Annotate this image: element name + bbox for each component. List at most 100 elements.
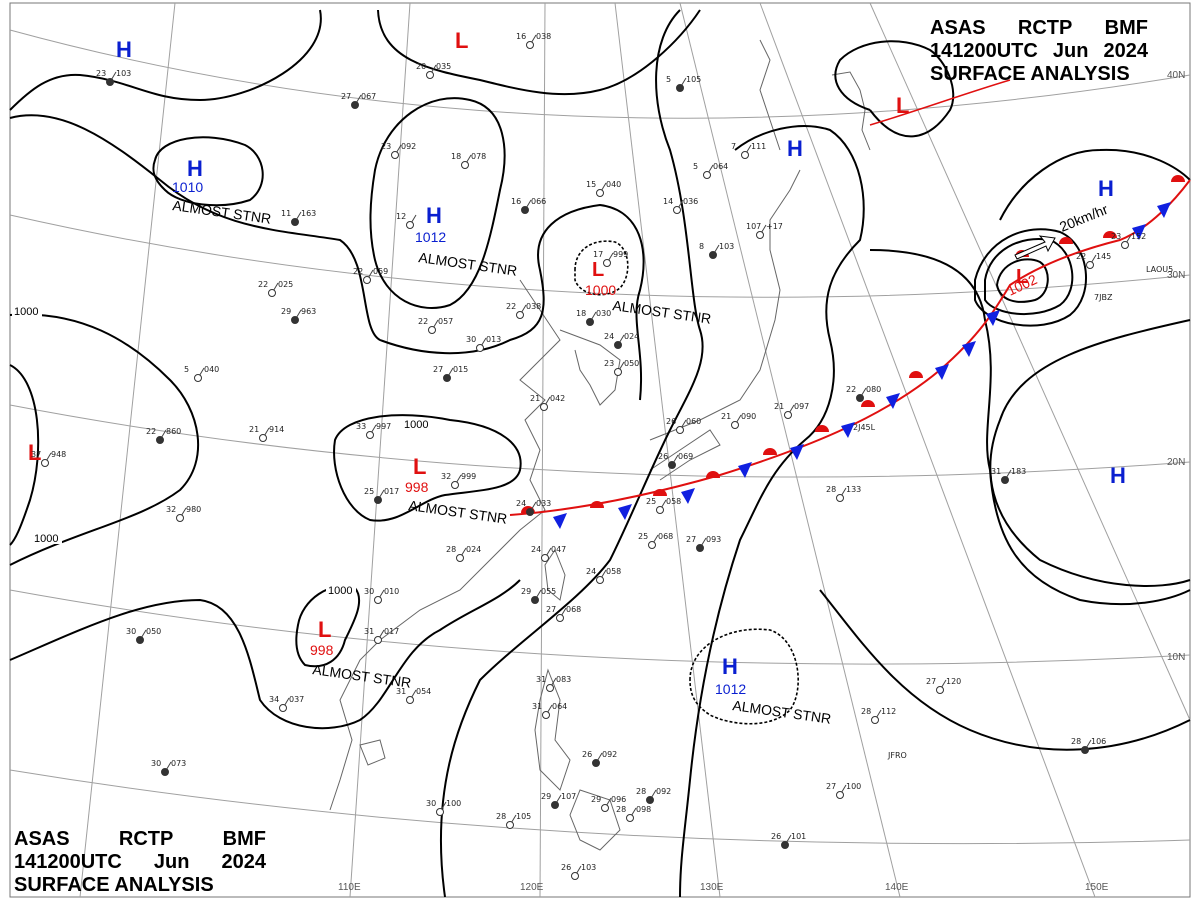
station-circle-icon (461, 161, 469, 169)
station-circle-icon (1001, 476, 1009, 484)
station-plot: 31 017 (364, 627, 399, 644)
station-plot: 29 055 (521, 587, 556, 604)
station-circle-icon (516, 311, 524, 319)
station-temperature: 22 (1076, 252, 1086, 261)
station-plot: 31 183 (991, 467, 1026, 484)
station-temperature: 28 (616, 805, 626, 814)
warm-front-semicircle (909, 371, 923, 378)
station-pressure: 073 (171, 759, 186, 768)
station-temperature: 37 (31, 450, 41, 459)
station-circle-icon (1086, 261, 1094, 269)
station-circle-icon (586, 318, 594, 326)
station-pressure: 069 (678, 452, 693, 461)
station-plot: 30 100 (426, 799, 461, 816)
station-plot: 31 054 (396, 687, 431, 704)
station-circle-icon (596, 189, 604, 197)
station-plot: 27 068 (546, 605, 581, 622)
station-pressure: 105 (686, 75, 701, 84)
low-center-998-central: L (413, 454, 426, 479)
station-temperature: 27 (686, 535, 696, 544)
warm-front-northeast (869, 79, 1011, 126)
station-circle-icon (176, 514, 184, 522)
isobar-label-central: 1000 (404, 419, 428, 431)
station-circle-icon (156, 436, 164, 444)
station-temperature: 24 (604, 332, 614, 341)
station-temperature: 31 (536, 675, 546, 684)
station-pressure: 999 (461, 472, 476, 481)
station-plot: 31 064 (532, 702, 567, 719)
lat-label-40n: 40N (1167, 70, 1185, 81)
station-temperature: 29 (591, 795, 601, 804)
warm-front-semicircle (590, 501, 604, 508)
isobar-1000-west (9, 313, 200, 566)
isobar-west-long (9, 114, 645, 401)
station-plot: 28 098 (616, 805, 651, 822)
cold-front-triangle (1157, 202, 1171, 218)
parallel-40n (9, 29, 1191, 119)
station-plot: 26 103 (561, 863, 596, 880)
station-pressure: 107 (561, 792, 576, 801)
station-temperature: 5 (184, 365, 189, 374)
station-plots: 23 103 20 035 16 038 27 067 23 092 18 078 11 163 22 059… (31, 32, 1146, 880)
low-center-1000-value: 1000 (585, 282, 616, 298)
warm-front-semicircle (815, 425, 829, 432)
station-pressure: 963 (301, 307, 316, 316)
station-plot: 28 024 (446, 545, 481, 562)
station-plot: 29 963 (281, 307, 316, 324)
station-plot: 5 064 (693, 162, 728, 179)
station-circle-icon (374, 496, 382, 504)
station-plot: 24 058 (586, 567, 621, 584)
station-plot: 11 163 (281, 209, 316, 226)
station-pressure: 098 (636, 805, 651, 814)
station-temperature: 22 (146, 427, 156, 436)
station-circle-icon (676, 426, 684, 434)
station-temperature: 29 (521, 587, 531, 596)
cold-front-triangle (886, 393, 900, 409)
isobar-label-bg-central (402, 418, 432, 430)
station-plot: 17 999 (593, 250, 628, 267)
station-pressure: 059 (373, 267, 388, 276)
isobar-l1002-ring2 (974, 228, 1087, 327)
high-center-1012-value: 1012 (415, 229, 446, 245)
cold-front-triangle (962, 341, 976, 357)
station-pressure: 103 (719, 242, 734, 251)
station-circle-icon (106, 78, 114, 86)
station-pressure: 183 (1011, 467, 1026, 476)
station-plot: 29 096 (591, 795, 626, 812)
station-circle-icon (731, 421, 739, 429)
warm-front-semicircle (1059, 237, 1073, 244)
lon-label-110e: 110E (338, 882, 361, 893)
coast-taiwan (544, 548, 566, 601)
station-circle-icon (406, 221, 414, 229)
station-temperature: 31 (396, 687, 406, 696)
high-center-japan: H (787, 136, 803, 161)
station-pressure: 999 (613, 250, 628, 259)
station-temperature: 23 (96, 69, 106, 78)
coast-luzon (534, 668, 571, 791)
station-plot: 27 015 (433, 365, 468, 382)
station-temperature: 23 (381, 142, 391, 151)
low-center-998-south-value: 998 (310, 642, 334, 658)
isobar-northwest (9, 9, 322, 111)
station-circle-icon (648, 541, 656, 549)
station-temperature: 5 (666, 75, 671, 84)
station-pressure: 066 (531, 197, 546, 206)
station-pressure: 036 (683, 197, 698, 206)
station-plot: 23 050 (604, 359, 639, 376)
station-pressure: 030 (596, 309, 611, 318)
station-plot: 16 066 (511, 197, 546, 214)
station-temperature: 16 (511, 197, 521, 206)
station-circle-icon (374, 636, 382, 644)
map-frame (9, 2, 1191, 898)
cold-front-triangle (738, 462, 752, 478)
low-center-kamchatka: L (896, 93, 909, 118)
station-pressure: 100 (446, 799, 461, 808)
station-circle-icon (556, 614, 564, 622)
parallel-20n (9, 404, 1191, 478)
station-temperature: 27 (926, 677, 936, 686)
station-circle-icon (161, 768, 169, 776)
station-id: JFRO (887, 751, 907, 760)
station-temperature: 17 (593, 250, 603, 259)
station-plot: 28 133 (826, 485, 861, 502)
